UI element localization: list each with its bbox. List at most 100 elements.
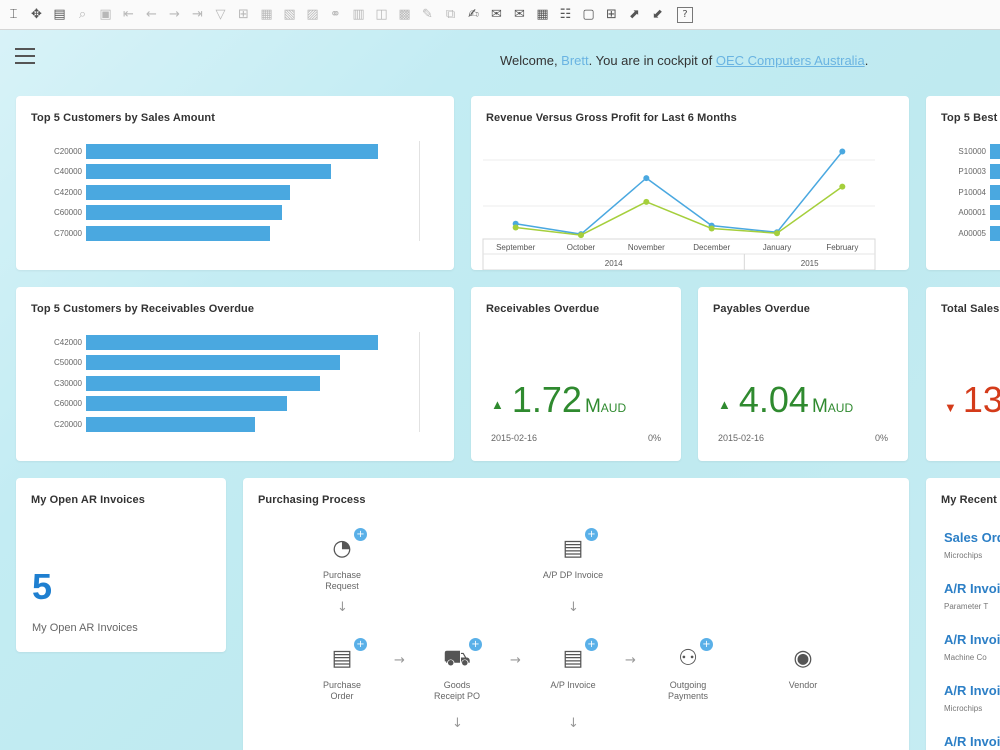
vendor-node[interactable]: ◉ Vendor bbox=[763, 644, 843, 691]
bar-row[interactable]: C60000 bbox=[46, 396, 288, 412]
data-point[interactable] bbox=[578, 232, 584, 239]
bar-row[interactable]: C60000 bbox=[46, 205, 282, 221]
add-icon[interactable]: + bbox=[700, 638, 713, 651]
copy-icon[interactable]: ⧉ bbox=[445, 7, 456, 22]
filter-icon[interactable]: ▽ bbox=[215, 7, 226, 22]
window-icon[interactable]: ▢ bbox=[582, 7, 595, 22]
next-record-icon[interactable]: → bbox=[169, 7, 180, 22]
bar-row[interactable]: C20000 bbox=[46, 143, 378, 159]
open-ar-invoices-card[interactable]: My Open AR Invoices 5 My Open AR Invoice… bbox=[16, 478, 226, 652]
bar[interactable] bbox=[86, 184, 291, 200]
purchase-order-node[interactable]: ▤ + Purchase Order bbox=[302, 638, 382, 702]
bar[interactable] bbox=[86, 355, 341, 370]
users-icon[interactable]: ☷ bbox=[559, 7, 572, 22]
bar-row[interactable]: S10000 bbox=[926, 143, 1000, 159]
bar[interactable] bbox=[990, 143, 1000, 159]
bar-row[interactable]: P10003 bbox=[926, 164, 1000, 180]
add-icon[interactable]: + bbox=[354, 638, 367, 651]
add-icon[interactable]: + bbox=[585, 638, 598, 651]
edit-icon[interactable]: ✎ bbox=[422, 7, 433, 22]
add-icon[interactable]: + bbox=[469, 638, 482, 651]
data-point[interactable] bbox=[774, 230, 780, 237]
bar-row[interactable]: C30000 bbox=[46, 375, 320, 391]
bar[interactable] bbox=[86, 143, 378, 159]
bar[interactable] bbox=[990, 164, 1000, 179]
last-record-icon[interactable]: ⇥ bbox=[192, 7, 203, 22]
pointer-icon[interactable]: ⌶ bbox=[9, 7, 18, 22]
binoculars-icon[interactable]: ⌕ bbox=[78, 7, 87, 22]
bar-row[interactable]: C40000 bbox=[46, 164, 332, 180]
mail-icon[interactable]: ✉ bbox=[514, 7, 525, 22]
recent-item-title[interactable]: Sales Ord bbox=[944, 530, 1000, 545]
bar-row[interactable]: C42000 bbox=[46, 334, 378, 350]
recent-item[interactable]: A/R Invoi bbox=[944, 734, 1000, 750]
layout-icon[interactable]: ◫ bbox=[375, 7, 388, 22]
message-icon[interactable]: ✉ bbox=[491, 7, 502, 22]
bar[interactable] bbox=[86, 375, 320, 391]
data-point[interactable] bbox=[839, 148, 846, 155]
open-ar-count[interactable]: 5 bbox=[32, 566, 53, 607]
bar[interactable] bbox=[86, 396, 288, 411]
export-icon[interactable]: ▨ bbox=[306, 7, 319, 22]
import-icon[interactable]: ⬋ bbox=[652, 7, 663, 22]
note-icon[interactable]: ✍ bbox=[468, 7, 479, 22]
find-icon[interactable]: ▣ bbox=[99, 7, 112, 22]
payables-overdue-card[interactable]: Payables Overdue ▲ 4.04 M AUD 2015-02-16… bbox=[698, 287, 908, 461]
top-customers-sales-card[interactable]: Top 5 Customers by Sales Amount C20000 C4… bbox=[16, 96, 454, 270]
first-record-icon[interactable]: ⇤ bbox=[123, 7, 134, 22]
bar[interactable] bbox=[990, 225, 1000, 241]
bar-row[interactable]: C20000 bbox=[46, 416, 256, 432]
add-icon[interactable]: + bbox=[585, 528, 598, 541]
recent-item-title[interactable]: A/R Invoi bbox=[944, 683, 1000, 698]
add-icon[interactable]: + bbox=[354, 528, 367, 541]
user-link[interactable]: Brett bbox=[561, 53, 589, 68]
receivables-overdue-card[interactable]: Receivables Overdue ▲ 1.72 M AUD 2015-02… bbox=[471, 287, 681, 461]
base-document-icon[interactable]: ▦ bbox=[260, 7, 273, 22]
purchase-request-node[interactable]: ◔ + Purchase Request bbox=[302, 528, 382, 592]
goods-receipt-node[interactable]: ⛟ + Goods Receipt PO bbox=[417, 638, 497, 702]
calendar-icon[interactable]: ▦ bbox=[536, 7, 549, 22]
bar[interactable] bbox=[86, 225, 270, 241]
bar[interactable] bbox=[990, 205, 1000, 220]
move-icon[interactable]: ✥ bbox=[31, 7, 42, 22]
recent-item[interactable]: A/R Invoi Microchips bbox=[944, 683, 1000, 713]
data-point[interactable] bbox=[512, 224, 519, 231]
bar-row[interactable]: C42000 bbox=[46, 184, 291, 200]
journal-icon[interactable]: ▥ bbox=[352, 7, 365, 22]
grid-icon[interactable]: ⊞ bbox=[606, 7, 617, 22]
settings-doc-icon[interactable]: ▩ bbox=[398, 7, 411, 22]
sort-icon[interactable]: ⊞ bbox=[238, 7, 249, 22]
top-best-card[interactable]: Top 5 Best S10000 P10003 P10004 A00001 A0000… bbox=[926, 96, 1000, 270]
bar[interactable] bbox=[990, 184, 1000, 200]
recent-item[interactable]: A/R Invoi Machine Co bbox=[944, 632, 1000, 662]
previous-record-icon[interactable]: ← bbox=[146, 7, 157, 22]
export-window-icon[interactable]: ⬈ bbox=[629, 7, 640, 22]
data-point[interactable] bbox=[643, 175, 650, 182]
recent-item-title[interactable]: A/R Invoi bbox=[944, 581, 1000, 596]
top-customers-overdue-card[interactable]: Top 5 Customers by Receivables Overdue C… bbox=[16, 287, 454, 461]
bar-row[interactable]: C50000 bbox=[46, 355, 341, 371]
target-document-icon[interactable]: ▧ bbox=[283, 7, 296, 22]
bar-row[interactable]: P10004 bbox=[926, 184, 1000, 200]
help-icon[interactable]: ? bbox=[677, 6, 693, 23]
revenue-profit-card[interactable]: Revenue Versus Gross Profit for Last 6 M… bbox=[471, 96, 909, 270]
bar-row[interactable]: A00001 bbox=[926, 205, 1000, 221]
outgoing-payments-node[interactable]: ⚇ + Outgoing Payments bbox=[648, 638, 728, 702]
form-icon[interactable]: ▤ bbox=[53, 7, 66, 22]
recent-item[interactable]: Sales Ord Microchips bbox=[944, 530, 1000, 560]
company-link[interactable]: OEC Computers Australia bbox=[715, 53, 865, 68]
link-icon[interactable]: ⚭ bbox=[330, 7, 341, 22]
total-sales-card[interactable]: Total Sales ▼ 13 bbox=[926, 287, 1000, 461]
recent-item-title[interactable]: A/R Invoi bbox=[944, 632, 1000, 647]
bar-row[interactable]: C70000 bbox=[46, 225, 270, 241]
ap-dp-invoice-node[interactable]: ▤ + A/P DP Invoice bbox=[533, 528, 613, 581]
bar[interactable] bbox=[86, 205, 282, 220]
bar-row[interactable]: A00005 bbox=[926, 225, 1000, 241]
menu-icon[interactable] bbox=[15, 48, 35, 64]
bar[interactable] bbox=[86, 334, 378, 350]
data-point[interactable] bbox=[643, 198, 650, 205]
data-point[interactable] bbox=[708, 225, 715, 232]
ap-invoice-node[interactable]: ▤ + A/P Invoice bbox=[533, 638, 613, 691]
recent-item[interactable]: A/R Invoi Parameter T bbox=[944, 581, 1000, 611]
bar[interactable] bbox=[86, 164, 332, 179]
